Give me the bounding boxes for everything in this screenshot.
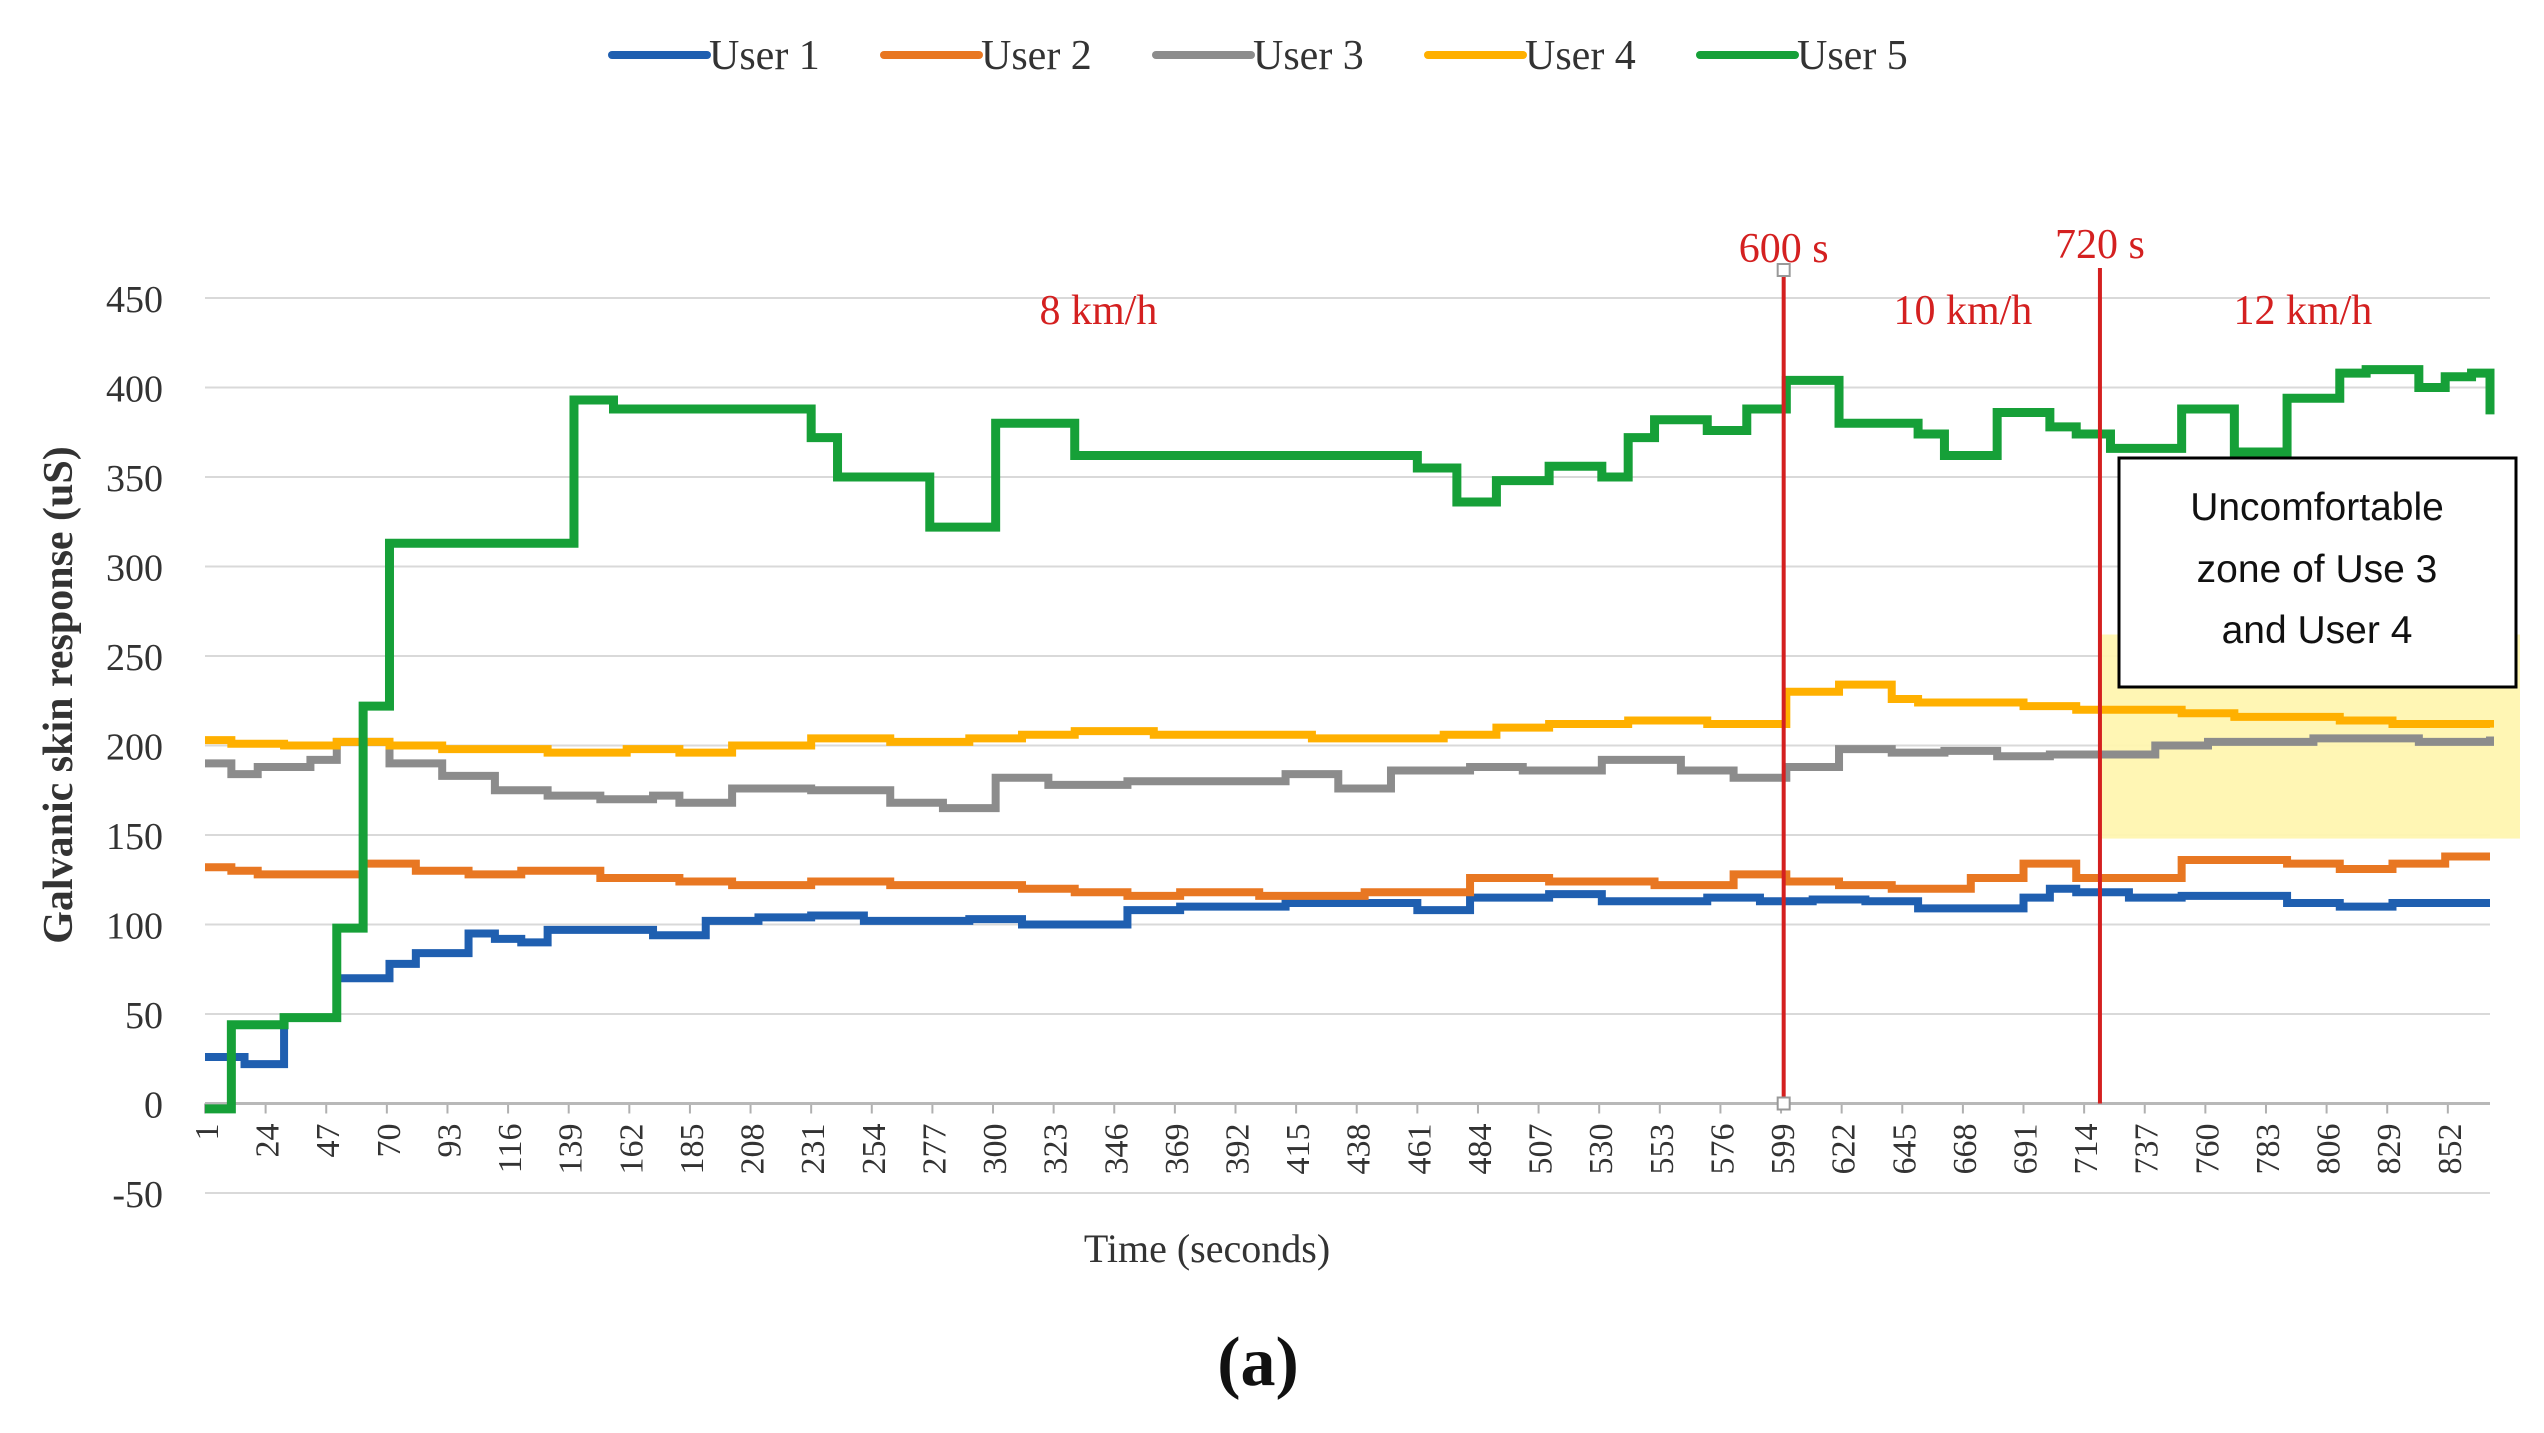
user-3-series-line [205, 734, 2494, 813]
x-tick-label-438: 438 [1341, 1124, 1378, 1175]
x-axis-ticks: 1 24 47 70 93 116 139 162 185 208 231 254 277 300 323 3… [189, 1102, 2490, 1175]
legend-item-user-1: User 1 [608, 33, 820, 79]
y-axis-title: Galvanic skin response (uS) [36, 446, 82, 944]
y-tick-label-neg-50: -50 [112, 1174, 163, 1216]
y-tick-label-150: 150 [106, 816, 163, 858]
x-tick-label-277: 277 [916, 1124, 953, 1175]
x-tick-label-162: 162 [613, 1124, 650, 1175]
marker-handle-bottom-600 [1776, 1096, 1791, 1111]
legend-item-user-2: User 2 [880, 33, 1092, 79]
speed-label-10-km-h: 10 km/h [1893, 288, 2032, 334]
legend-item-user-5: User 5 [1696, 33, 1908, 79]
x-tick-label-576: 576 [1704, 1124, 1741, 1175]
y-tick-label-450: 450 [106, 279, 163, 321]
y-tick-label-250: 250 [106, 637, 163, 679]
x-tick-label-645: 645 [1886, 1124, 1923, 1175]
x-tick-label-484: 484 [1462, 1124, 1499, 1175]
x-tick-label-369: 369 [1159, 1124, 1196, 1175]
user-4-series-line [205, 680, 2494, 757]
series-lines [205, 365, 2495, 1114]
y-axis-ticks: -50 0 50 100 150 200 250 300 350 400 450 [106, 279, 163, 1216]
annotation-line-2: zone of Use 3 [2197, 548, 2438, 591]
x-tick-label-47: 47 [310, 1124, 347, 1158]
x-tick-label-668: 668 [1947, 1124, 1984, 1175]
x-tick-label-461: 461 [1401, 1124, 1438, 1175]
x-tick-label-24: 24 [250, 1124, 287, 1158]
user-5-series-line [205, 365, 2495, 1114]
legend: User 1 User 2 User 3 User 4 User 5 [608, 33, 1908, 79]
chart-caption: (a) [1217, 1324, 1299, 1401]
x-tick-label-829: 829 [2371, 1124, 2408, 1175]
x-tick-label-507: 507 [1523, 1124, 1560, 1175]
legend-label-user-3: User 3 [1253, 33, 1364, 79]
y-tick-label-300: 300 [106, 548, 163, 590]
y-tick-label-50: 50 [125, 995, 163, 1037]
y-tick-label-400: 400 [106, 369, 163, 411]
x-tick-label-1: 1 [189, 1124, 226, 1141]
user-2-series-line [205, 852, 2490, 900]
x-tick-label-392: 392 [1219, 1124, 1256, 1175]
annotation-line-3: and User 4 [2222, 609, 2413, 652]
x-tick-label-300: 300 [977, 1124, 1014, 1175]
x-tick-label-254: 254 [856, 1124, 893, 1175]
x-tick-label-70: 70 [371, 1124, 408, 1158]
legend-label-user-4: User 4 [1525, 33, 1636, 79]
speed-label-8-km-h: 8 km/h [1040, 288, 1158, 334]
x-tick-label-760: 760 [2189, 1124, 2226, 1175]
legend-item-user-3: User 3 [1152, 33, 1364, 79]
x-tick-label-208: 208 [735, 1124, 772, 1175]
x-tick-label-415: 415 [1280, 1124, 1317, 1175]
legend-label-user-1: User 1 [709, 33, 820, 79]
x-tick-label-323: 323 [1038, 1124, 1075, 1175]
x-tick-label-139: 139 [553, 1124, 590, 1175]
x-tick-label-185: 185 [674, 1124, 711, 1175]
legend-label-user-5: User 5 [1797, 33, 1908, 79]
x-tick-label-852: 852 [2432, 1124, 2469, 1175]
x-tick-label-231: 231 [795, 1124, 832, 1175]
x-tick-label-93: 93 [431, 1124, 468, 1158]
annotation-box-group: Uncomfortable zone of Use 3 and User 4 [2117, 456, 2518, 689]
y-tick-label-0: 0 [144, 1085, 163, 1127]
x-tick-label-116: 116 [492, 1124, 529, 1174]
x-tick-label-530: 530 [1583, 1124, 1620, 1175]
x-tick-label-737: 737 [2129, 1124, 2166, 1175]
x-tick-label-806: 806 [2311, 1124, 2348, 1175]
x-tick-label-599: 599 [1765, 1124, 1802, 1175]
x-tick-label-714: 714 [2068, 1124, 2105, 1175]
x-tick-label-346: 346 [1098, 1124, 1135, 1175]
legend-item-user-4: User 4 [1424, 33, 1636, 79]
x-tick-label-691: 691 [2008, 1124, 2045, 1175]
x-axis-title: Time (seconds) [1084, 1226, 1330, 1271]
y-tick-label-200: 200 [106, 727, 163, 769]
vertical-markers: 600 s 720 s [1739, 222, 2145, 1111]
speed-labels: 8 km/h 10 km/h 12 km/h [1040, 288, 2373, 334]
user-1-series-line [205, 884, 2490, 1069]
y-tick-label-100: 100 [106, 906, 163, 948]
annotation-line-1: Uncomfortable [2190, 486, 2444, 529]
marker-label-720-s: 720 s [2055, 222, 2145, 268]
y-tick-label-350: 350 [106, 458, 163, 500]
x-tick-label-553: 553 [1644, 1124, 1681, 1175]
speed-label-12-km-h: 12 km/h [2233, 288, 2372, 334]
annotation-box [2117, 456, 2518, 689]
x-tick-label-783: 783 [2250, 1124, 2287, 1175]
marker-handle-top-600 [1776, 263, 1791, 277]
x-tick-label-622: 622 [1826, 1124, 1863, 1175]
legend-label-user-2: User 2 [981, 33, 1092, 79]
